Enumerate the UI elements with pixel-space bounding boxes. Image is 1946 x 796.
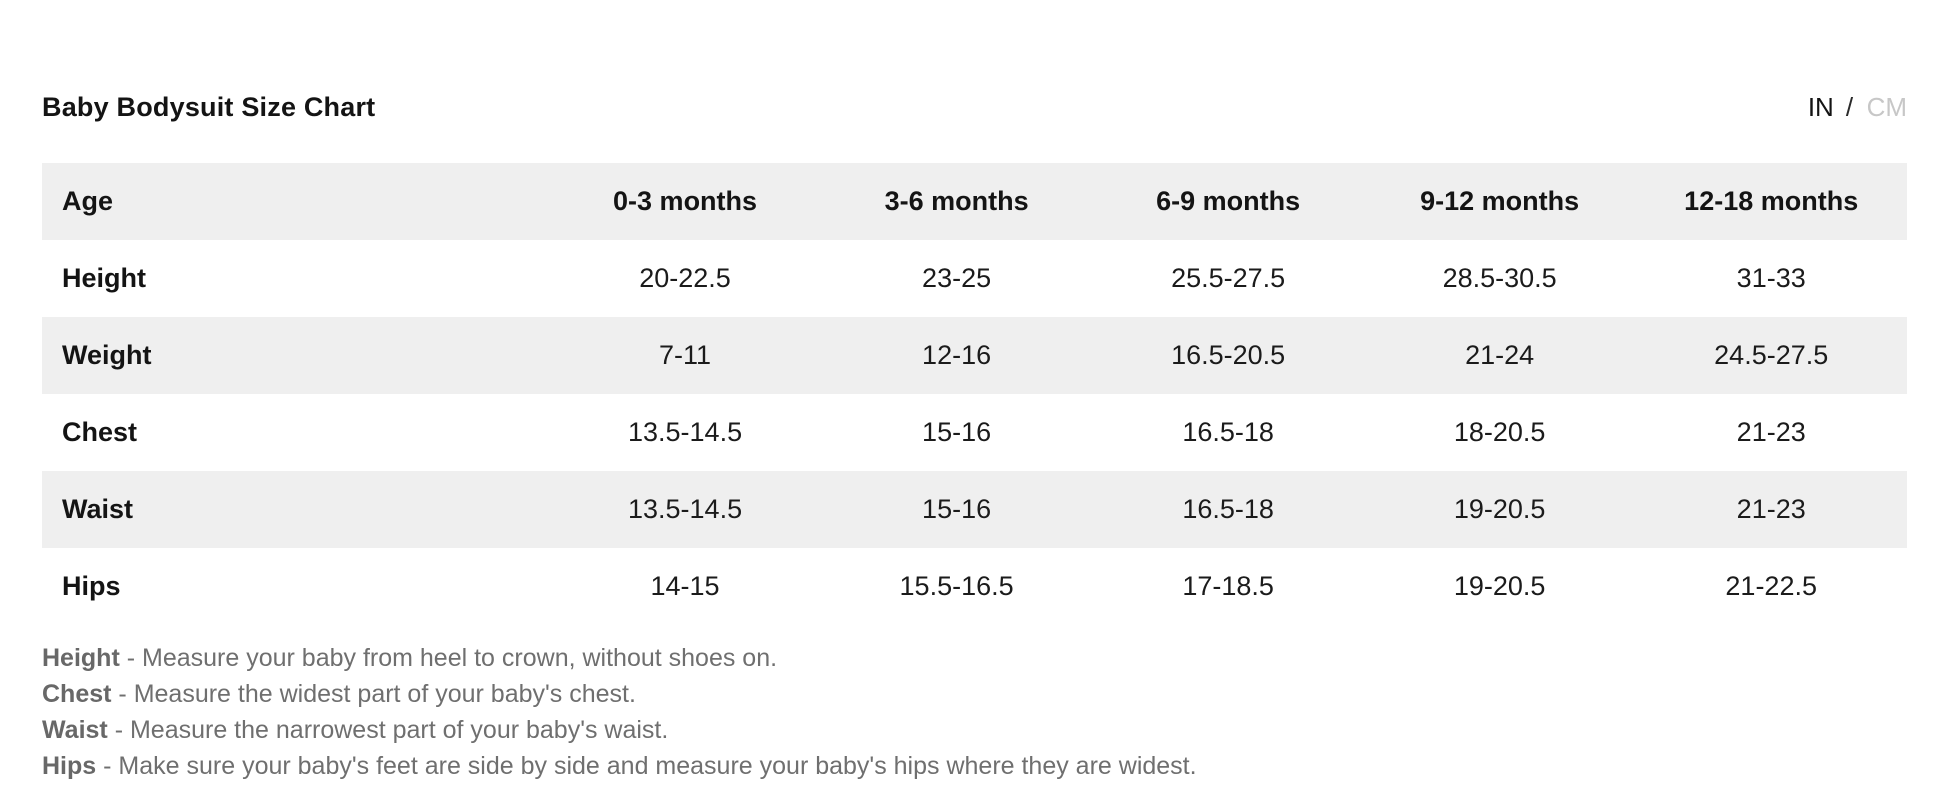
- column-header-9-12-months: 9-12 months: [1420, 186, 1580, 216]
- column-header-age: Age: [62, 186, 114, 216]
- measurement-notes: Height - Measure your baby from heel to …: [42, 640, 1907, 784]
- table-cell: 21-23: [1736, 494, 1806, 524]
- note-hips-text: - Make sure your baby's feet are side by…: [103, 752, 1197, 780]
- unit-toggle-separator: /: [1845, 92, 1855, 122]
- size-chart-topbar: Baby Bodysuit Size Chart IN / CM: [42, 90, 1907, 124]
- table-cell: 18-20.5: [1453, 417, 1546, 447]
- row-label-chest: Chest: [62, 417, 138, 447]
- table-cell: 24.5-27.5: [1714, 340, 1829, 370]
- note-chest-term: Chest: [42, 680, 112, 708]
- note-height: Height - Measure your baby from heel to …: [42, 640, 1907, 676]
- note-hips: Hips - Make sure your baby's feet are si…: [42, 748, 1907, 784]
- note-hips-term: Hips: [42, 752, 97, 780]
- table-cell: 12-16: [922, 340, 992, 370]
- table-cell: 25.5-27.5: [1171, 263, 1286, 293]
- note-chest: Chest - Measure the widest part of your …: [42, 676, 1907, 712]
- table-cell: 13.5-14.5: [628, 494, 743, 524]
- table-cell: 17-18.5: [1182, 571, 1274, 601]
- row-label-height: Height: [62, 263, 146, 293]
- table-cell: 21-22.5: [1725, 571, 1817, 601]
- table-cell: 16.5-18: [1182, 494, 1274, 524]
- table-cell: 31-33: [1736, 263, 1806, 293]
- column-header-12-18-months: 12-18 months: [1684, 186, 1859, 216]
- note-waist-term: Waist: [42, 716, 108, 744]
- table-cell: 7-11: [659, 340, 712, 370]
- row-label-hips: Hips: [62, 571, 121, 601]
- table-cell: 15-16: [922, 494, 992, 524]
- table-row-height: Height 20-22.5 23-25 25.5-27.5 28.5-30.5…: [42, 240, 1907, 317]
- table-cell: 16.5-18: [1182, 417, 1274, 447]
- column-header-3-6-months: 3-6 months: [884, 186, 1029, 216]
- table-cell: 21-23: [1736, 417, 1806, 447]
- table-cell: 28.5-30.5: [1442, 263, 1557, 293]
- table-cell: 21-24: [1465, 340, 1535, 370]
- size-table: Age 0-3 months 3-6 months 6-9 months 9-1…: [42, 163, 1907, 625]
- table-cell: 14-15: [650, 571, 720, 601]
- table-cell: 15.5-16.5: [899, 571, 1014, 601]
- table-cell: 16.5-20.5: [1171, 340, 1286, 370]
- row-label-waist: Waist: [62, 494, 134, 524]
- table-cell: 19-20.5: [1453, 571, 1546, 601]
- table-cell: 13.5-14.5: [628, 417, 743, 447]
- table-header-row: Age 0-3 months 3-6 months 6-9 months 9-1…: [42, 163, 1907, 240]
- note-waist-text: - Measure the narrowest part of your bab…: [114, 716, 669, 744]
- unit-in-button[interactable]: IN: [1807, 92, 1834, 122]
- column-header-0-3-months: 0-3 months: [613, 186, 758, 216]
- row-label-weight: Weight: [62, 340, 152, 370]
- table-cell: 15-16: [922, 417, 992, 447]
- table-cell: 20-22.5: [639, 263, 731, 293]
- table-row-waist: Waist 13.5-14.5 15-16 16.5-18 19-20.5 21…: [42, 471, 1907, 548]
- table-row-chest: Chest 13.5-14.5 15-16 16.5-18 18-20.5 21…: [42, 394, 1907, 471]
- table-row-hips: Hips 14-15 15.5-16.5 17-18.5 19-20.5 21-…: [42, 548, 1907, 625]
- note-waist: Waist - Measure the narrowest part of yo…: [42, 712, 1907, 748]
- note-chest-text: - Measure the widest part of your baby's…: [118, 680, 636, 708]
- unit-cm-button[interactable]: CM: [1866, 92, 1907, 122]
- column-header-6-9-months: 6-9 months: [1156, 186, 1301, 216]
- unit-toggle: IN / CM: [1808, 90, 1907, 124]
- note-height-term: Height: [42, 644, 120, 672]
- table-row-weight: Weight 7-11 12-16 16.5-20.5 21-24 24.5-2…: [42, 317, 1907, 394]
- table-cell: 23-25: [922, 263, 992, 293]
- note-height-text: - Measure your baby from heel to crown, …: [126, 644, 778, 672]
- table-cell: 19-20.5: [1453, 494, 1546, 524]
- page-title: Baby Bodysuit Size Chart: [42, 92, 376, 122]
